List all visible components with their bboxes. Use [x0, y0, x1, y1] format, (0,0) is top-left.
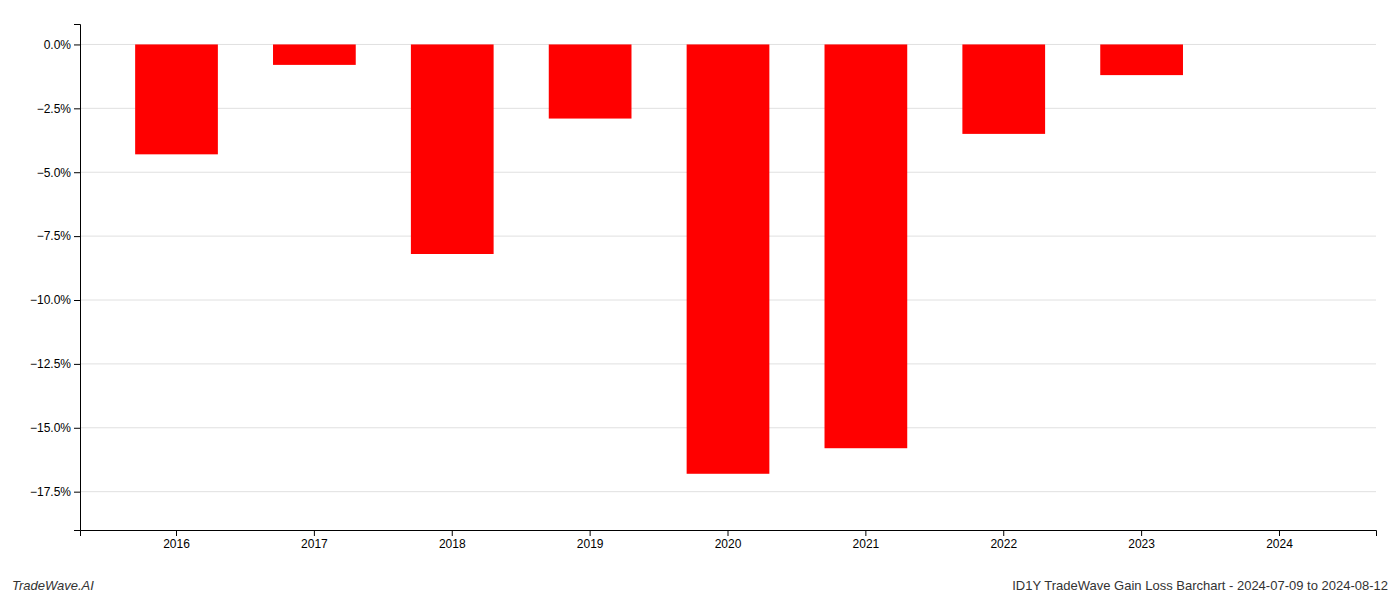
x-tick: 2019 — [577, 530, 604, 551]
x-tick: 2018 — [439, 530, 466, 551]
x-tick: 2020 — [715, 530, 742, 551]
tick-label: 2016 — [163, 537, 190, 551]
x-axis: 2016 2017 2018 2019 2020 2021 2022 2023 2024 — [81, 530, 1377, 551]
axis-domain — [81, 531, 1377, 537]
tick-label: 2023 — [1128, 537, 1155, 551]
tick-label: 2022 — [990, 537, 1017, 551]
axis-domain — [74, 25, 81, 531]
tick-mark — [590, 530, 591, 536]
chart: 0.0% −2.5% −5.0% −7.5% −10.0% −12.5% −15.0% −17… — [0, 0, 1400, 600]
tick-label: −17.5% — [30, 485, 71, 499]
tick-mark — [74, 44, 80, 45]
tick-mark — [452, 530, 453, 536]
tick-mark — [74, 492, 80, 493]
bar — [687, 44, 770, 473]
tick-label: 2024 — [1266, 537, 1293, 551]
bar — [273, 44, 356, 64]
tick-mark — [74, 300, 80, 301]
grid-line — [80, 491, 1376, 492]
x-tick: 2022 — [990, 530, 1017, 551]
bar — [411, 44, 494, 254]
tick-label: −5.0% — [37, 166, 72, 180]
tick-mark — [1279, 530, 1280, 536]
y-tick: −17.5% — [30, 485, 80, 499]
bar — [549, 44, 632, 118]
tick-mark — [176, 530, 177, 536]
x-tick: 2021 — [853, 530, 880, 551]
x-tick: 2024 — [1266, 530, 1293, 551]
tick-mark — [74, 428, 80, 429]
tick-label: −2.5% — [37, 102, 72, 116]
x-tick: 2016 — [163, 530, 190, 551]
bar — [1100, 44, 1183, 75]
x-tick: 2023 — [1128, 530, 1155, 551]
bar — [962, 44, 1045, 133]
y-tick: −5.0% — [37, 166, 80, 180]
plot-area: 0.0% −2.5% −5.0% −7.5% −10.0% −12.5% −15.0% −17… — [30, 25, 1377, 551]
tick-mark — [314, 530, 315, 536]
tick-label: 2020 — [715, 537, 742, 551]
tick-label: 2017 — [301, 537, 328, 551]
tick-label: −10.0% — [30, 293, 71, 307]
y-tick: 0.0% — [44, 38, 80, 52]
tick-label: 2021 — [853, 537, 880, 551]
tick-mark — [74, 172, 80, 173]
tick-mark — [1141, 530, 1142, 536]
footer-left: TradeWave.AI — [12, 578, 94, 593]
tick-label: −15.0% — [30, 421, 71, 435]
footer-right: ID1Y TradeWave Gain Loss Barchart - 2024… — [1012, 578, 1388, 593]
tick-label: −7.5% — [37, 229, 72, 243]
tick-label: 0.0% — [44, 38, 72, 52]
tick-mark — [1003, 530, 1004, 536]
tick-label: −12.5% — [30, 357, 71, 371]
tick-mark — [728, 530, 729, 536]
y-tick: −10.0% — [30, 293, 80, 307]
x-tick: 2017 — [301, 530, 328, 551]
tick-mark — [74, 236, 80, 237]
tick-mark — [865, 530, 866, 536]
y-axis: 0.0% −2.5% −5.0% −7.5% −10.0% −12.5% −15.0% −17… — [30, 25, 81, 531]
y-tick: −2.5% — [37, 102, 80, 116]
grid — [80, 44, 1376, 491]
y-tick: −7.5% — [37, 229, 80, 243]
bars — [135, 44, 1183, 473]
y-tick: −15.0% — [30, 421, 80, 435]
tick-mark — [74, 108, 80, 109]
bar — [825, 44, 908, 448]
tick-mark — [74, 364, 80, 365]
tick-label: 2019 — [577, 537, 604, 551]
y-tick: −12.5% — [30, 357, 80, 371]
tick-label: 2018 — [439, 537, 466, 551]
bar — [135, 44, 218, 154]
bar — [1238, 44, 1321, 45]
